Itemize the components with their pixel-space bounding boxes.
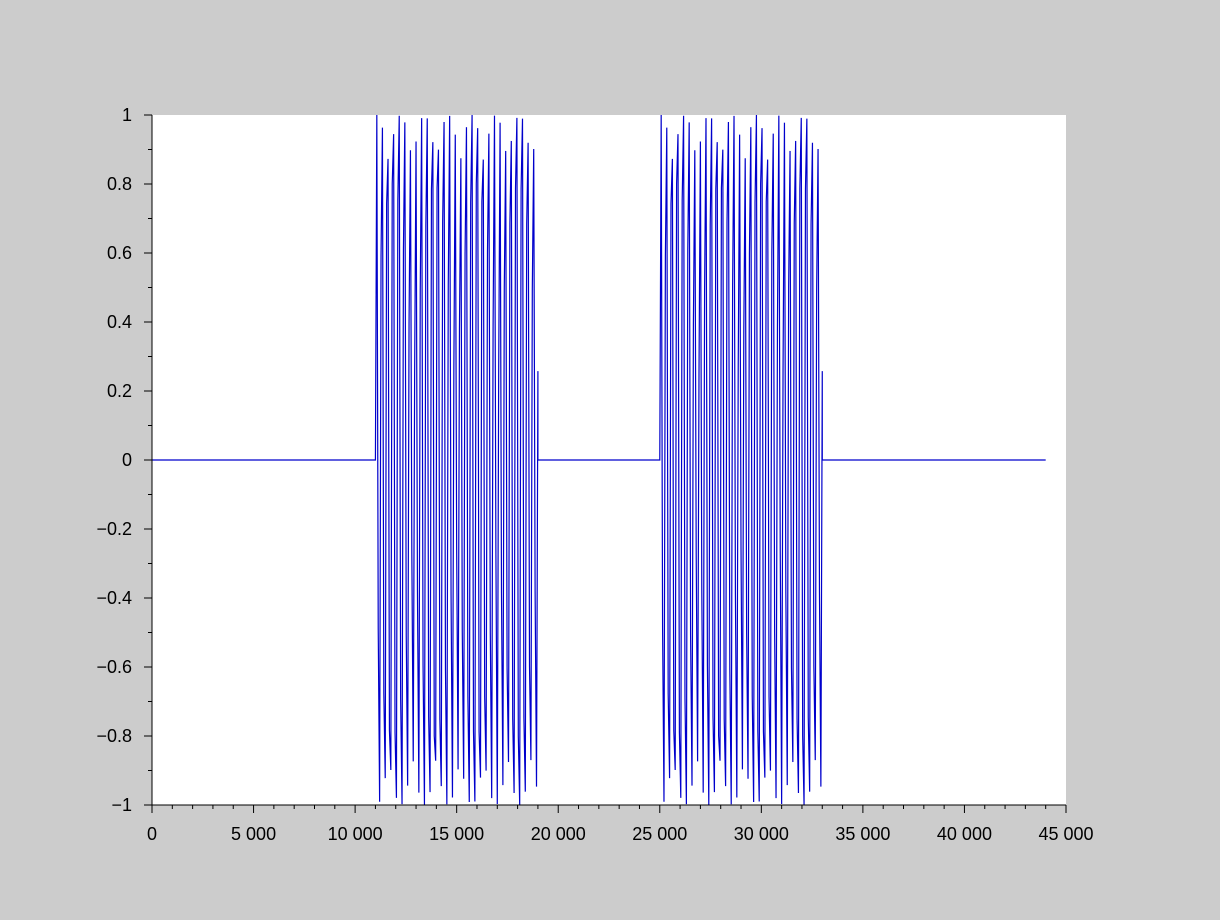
x-tick-label: 15 000 — [429, 824, 484, 844]
x-tick-label: 40 000 — [937, 824, 992, 844]
signal-line — [152, 114, 1046, 806]
y-tick-label: 0.8 — [107, 174, 132, 194]
y-tick-label: −0.6 — [96, 657, 132, 677]
y-tick-label: −0.2 — [96, 519, 132, 539]
x-tick-label: 0 — [147, 824, 157, 844]
y-axis-ticks: 1 0.8 0.6 0.4 0.2 0 −0.2 −0.4 −0.6 −0.8 −1 — [96, 105, 152, 815]
x-tick-label: 25 000 — [632, 824, 687, 844]
x-tick-label: 35 000 — [835, 824, 890, 844]
x-axis-ticks: 0 5 000 10 000 15 000 20 000 25 000 30 000 35 0… — [147, 805, 1094, 844]
x-tick-label: 45 000 — [1038, 824, 1093, 844]
y-tick-label: 0.2 — [107, 381, 132, 401]
y-tick-label: −1 — [111, 795, 132, 815]
signal-series — [152, 114, 1046, 806]
y-tick-label: 0.6 — [107, 243, 132, 263]
y-tick-label: −0.4 — [96, 588, 132, 608]
x-tick-label: 10 000 — [328, 824, 383, 844]
x-tick-label: 30 000 — [734, 824, 789, 844]
y-tick-label: −0.8 — [96, 726, 132, 746]
y-tick-label: 1 — [122, 105, 132, 125]
y-tick-label: 0.4 — [107, 312, 132, 332]
x-tick-label: 20 000 — [531, 824, 586, 844]
y-tick-label: 0 — [122, 450, 132, 470]
x-tick-label: 5 000 — [231, 824, 276, 844]
